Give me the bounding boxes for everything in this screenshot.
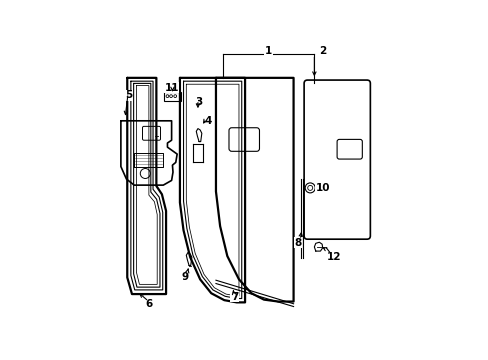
Text: 10: 10 xyxy=(315,183,329,193)
Text: 7: 7 xyxy=(230,292,238,302)
Text: 12: 12 xyxy=(326,252,340,262)
Text: 2: 2 xyxy=(319,46,326,56)
Text: 11: 11 xyxy=(164,82,179,93)
Text: 8: 8 xyxy=(294,238,301,248)
Text: 5: 5 xyxy=(125,90,132,100)
Text: 1: 1 xyxy=(264,46,272,56)
Text: 9: 9 xyxy=(181,273,188,283)
Text: 4: 4 xyxy=(204,116,212,126)
Text: 6: 6 xyxy=(145,299,152,309)
Text: 3: 3 xyxy=(195,97,202,107)
